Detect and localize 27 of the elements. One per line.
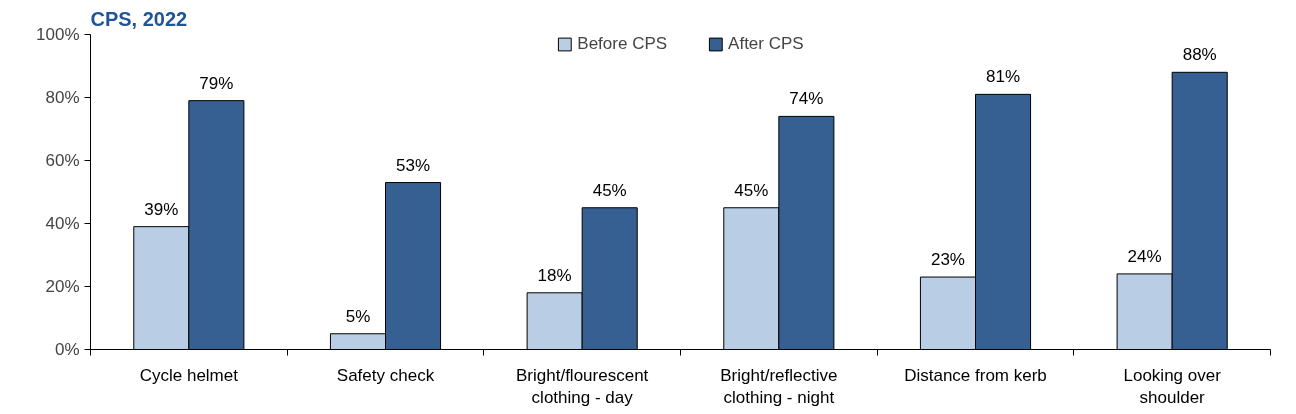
x-tick-label: Distance from kerb	[904, 365, 1047, 385]
y-tick-label: 100%	[36, 25, 80, 44]
data-label: 45%	[592, 180, 627, 200]
data-label: 23%	[930, 250, 965, 270]
data-label: 53%	[396, 155, 431, 175]
x-tick-label: Bright/reflective clothing - night	[720, 365, 838, 408]
data-label: 5%	[345, 306, 371, 326]
data-label: 45%	[734, 180, 769, 200]
data-label: 81%	[986, 67, 1021, 87]
data-label: 24%	[1127, 246, 1162, 266]
chart-title: CPS, 2022	[90, 7, 188, 30]
x-tick-label: Safety check	[336, 365, 435, 385]
y-tick-label: 20%	[45, 277, 80, 296]
y-tick-label: 0%	[54, 340, 80, 359]
y-tick-label: 60%	[45, 151, 80, 170]
y-tick-label: 40%	[45, 214, 80, 233]
data-label: 88%	[1182, 45, 1217, 65]
data-label: 18%	[537, 265, 572, 285]
data-label: 79%	[199, 73, 234, 93]
data-label: 39%	[144, 199, 179, 219]
data-label: 74%	[789, 89, 824, 109]
x-tick-label: Looking over shoulder	[1123, 365, 1222, 408]
x-tick-label: Bright/flourescent clothing - day	[516, 365, 649, 408]
legend-label: After CPS	[728, 34, 804, 54]
y-tick-label: 80%	[45, 88, 80, 107]
legend-label: Before CPS	[577, 34, 668, 54]
x-tick-label: Cycle helmet	[139, 365, 239, 385]
